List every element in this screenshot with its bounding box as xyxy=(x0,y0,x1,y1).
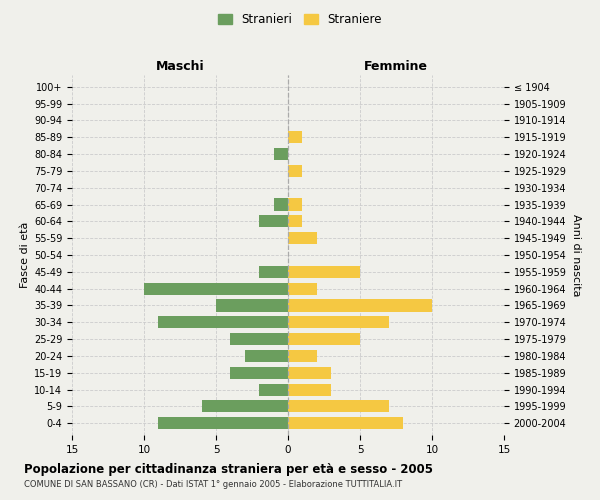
Bar xyxy=(202,400,288,412)
Bar xyxy=(274,198,288,210)
Bar xyxy=(245,350,288,362)
Bar xyxy=(288,300,432,312)
Bar xyxy=(259,266,288,278)
Text: Maschi: Maschi xyxy=(155,60,205,74)
Bar xyxy=(274,148,288,160)
Bar xyxy=(288,400,389,412)
Y-axis label: Anni di nascita: Anni di nascita xyxy=(571,214,581,296)
Bar xyxy=(288,316,389,328)
Bar xyxy=(158,316,288,328)
Bar xyxy=(216,300,288,312)
Bar xyxy=(259,384,288,396)
Bar xyxy=(288,366,331,379)
Bar xyxy=(144,282,288,294)
Text: Femmine: Femmine xyxy=(364,60,428,74)
Bar xyxy=(230,333,288,345)
Bar xyxy=(288,131,302,143)
Text: COMUNE DI SAN BASSANO (CR) - Dati ISTAT 1° gennaio 2005 - Elaborazione TUTTITALI: COMUNE DI SAN BASSANO (CR) - Dati ISTAT … xyxy=(24,480,402,489)
Bar xyxy=(288,282,317,294)
Bar xyxy=(288,165,302,177)
Bar xyxy=(288,417,403,430)
Y-axis label: Fasce di età: Fasce di età xyxy=(20,222,30,288)
Bar xyxy=(230,366,288,379)
Bar xyxy=(288,350,317,362)
Bar xyxy=(158,417,288,430)
Bar xyxy=(288,232,317,244)
Text: Popolazione per cittadinanza straniera per età e sesso - 2005: Popolazione per cittadinanza straniera p… xyxy=(24,462,433,475)
Bar xyxy=(288,333,360,345)
Bar xyxy=(288,266,360,278)
Bar xyxy=(259,216,288,228)
Legend: Stranieri, Straniere: Stranieri, Straniere xyxy=(213,8,387,31)
Bar xyxy=(288,384,331,396)
Bar xyxy=(288,198,302,210)
Bar xyxy=(288,216,302,228)
